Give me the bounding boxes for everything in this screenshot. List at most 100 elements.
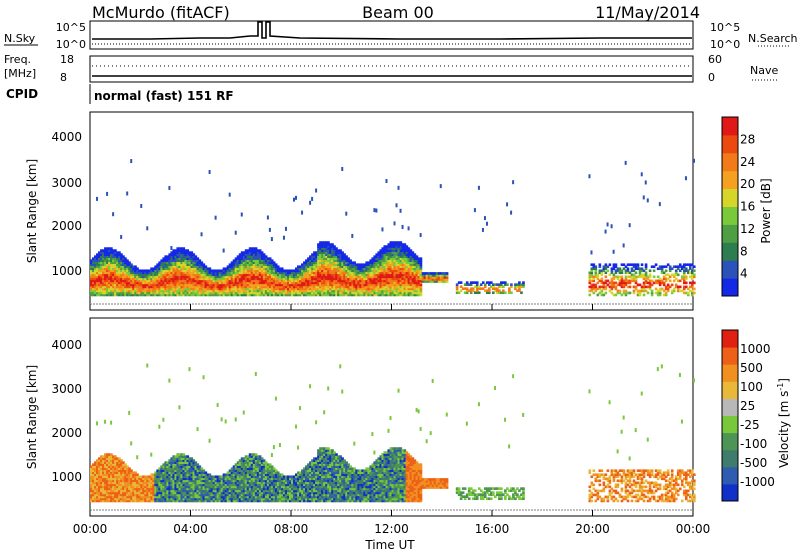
echo-cell [403, 287, 407, 291]
echo-cell [124, 473, 127, 477]
echo-cell [120, 497, 123, 501]
echo-cell [110, 487, 113, 491]
echo-cell [166, 281, 169, 285]
echo-cell [160, 495, 163, 499]
echo-cell [114, 483, 117, 487]
echo-cell [471, 281, 475, 284]
echo-cell [385, 281, 389, 285]
echo-cell [230, 269, 234, 273]
echo-cell [670, 289, 674, 293]
echo-cell [98, 277, 101, 281]
echo-cell [274, 275, 278, 279]
echo-cell [234, 265, 238, 269]
echo-cell [433, 274, 437, 277]
echo-cell [409, 279, 413, 283]
echo-cell [176, 453, 179, 458]
echo-cell [502, 285, 505, 288]
echo-cell [465, 281, 469, 284]
echo-cell [182, 453, 186, 456]
echo-cell [258, 263, 262, 267]
echo-cell [100, 473, 103, 477]
echo-cell [178, 467, 182, 471]
echo-cell [303, 269, 306, 273]
echo-cell [658, 293, 662, 297]
echo-cell [327, 265, 330, 269]
echo-cell [411, 279, 415, 283]
echo-cell [371, 259, 375, 262]
echo-cell [156, 271, 159, 275]
echo-cell [401, 281, 405, 285]
echo-cell [411, 281, 415, 285]
echo-cell [268, 269, 272, 273]
echo-cell [321, 263, 324, 267]
echo-cell [479, 287, 483, 290]
echo-cell [393, 263, 397, 267]
echo-cell [313, 291, 316, 295]
echo-cell [236, 265, 240, 269]
echo-cell [182, 273, 186, 277]
echo-cell [357, 271, 360, 275]
nsky-tick-high: 10^5 [56, 21, 86, 34]
echo-cell [114, 497, 117, 501]
echo-cell [122, 499, 125, 503]
echo-cell [92, 261, 95, 265]
echo-cell [612, 267, 616, 271]
echo-cell [327, 263, 330, 267]
echo-cell [327, 279, 330, 283]
echo-cell [620, 293, 624, 297]
echo-cell [178, 271, 182, 275]
echo-cell [407, 287, 411, 291]
echo-cell [335, 293, 338, 297]
echo-cell [299, 285, 302, 289]
echo-cell [375, 257, 379, 260]
echo-cell [116, 283, 119, 287]
echo-cell [98, 265, 101, 269]
echo-cell [246, 281, 250, 285]
echo-cell [409, 287, 413, 291]
echo-cell [295, 285, 298, 289]
echo-cell [116, 495, 119, 499]
echo-cell [196, 289, 200, 293]
echo-cell [401, 271, 405, 275]
echo-cell [678, 265, 682, 269]
echo-cell [234, 230, 237, 235]
echo-cell [168, 481, 171, 485]
echo-cell [351, 263, 354, 267]
echo-cell [656, 293, 660, 297]
echo-cell [190, 469, 194, 473]
echo-cell [403, 255, 407, 258]
echo-cell [166, 289, 169, 293]
echo-cell [138, 481, 141, 485]
echo-cell [152, 275, 155, 279]
echo-cell [156, 273, 159, 277]
echo-cell [411, 273, 415, 277]
echo-cell [220, 281, 224, 285]
echo-cell [138, 489, 141, 493]
echo-cell [242, 289, 246, 293]
echo-cell [122, 289, 125, 293]
echo-cell [176, 469, 180, 473]
echo-cell [174, 265, 178, 269]
echo-cell [188, 463, 192, 466]
echo-cell [148, 495, 151, 499]
echo-cell [182, 259, 186, 262]
echo-cell [178, 485, 182, 489]
echo-cell [114, 283, 117, 287]
echo-cell [96, 499, 99, 503]
echo-cell [256, 293, 260, 297]
echo-cell [130, 159, 133, 164]
echo-cell [104, 281, 107, 285]
echo-cell [341, 267, 344, 271]
echo-cell [654, 281, 658, 285]
echo-cell [94, 279, 97, 283]
echo-cell [387, 255, 391, 258]
echo-cell [321, 279, 324, 283]
echo-cell [333, 259, 336, 262]
echo-cell [134, 473, 137, 477]
echo-cell [345, 285, 348, 289]
echo-cell [186, 477, 190, 481]
echo-cell [174, 275, 178, 279]
echo-cell [309, 263, 312, 267]
echo-cell [365, 277, 368, 281]
echo-cell [630, 267, 634, 271]
